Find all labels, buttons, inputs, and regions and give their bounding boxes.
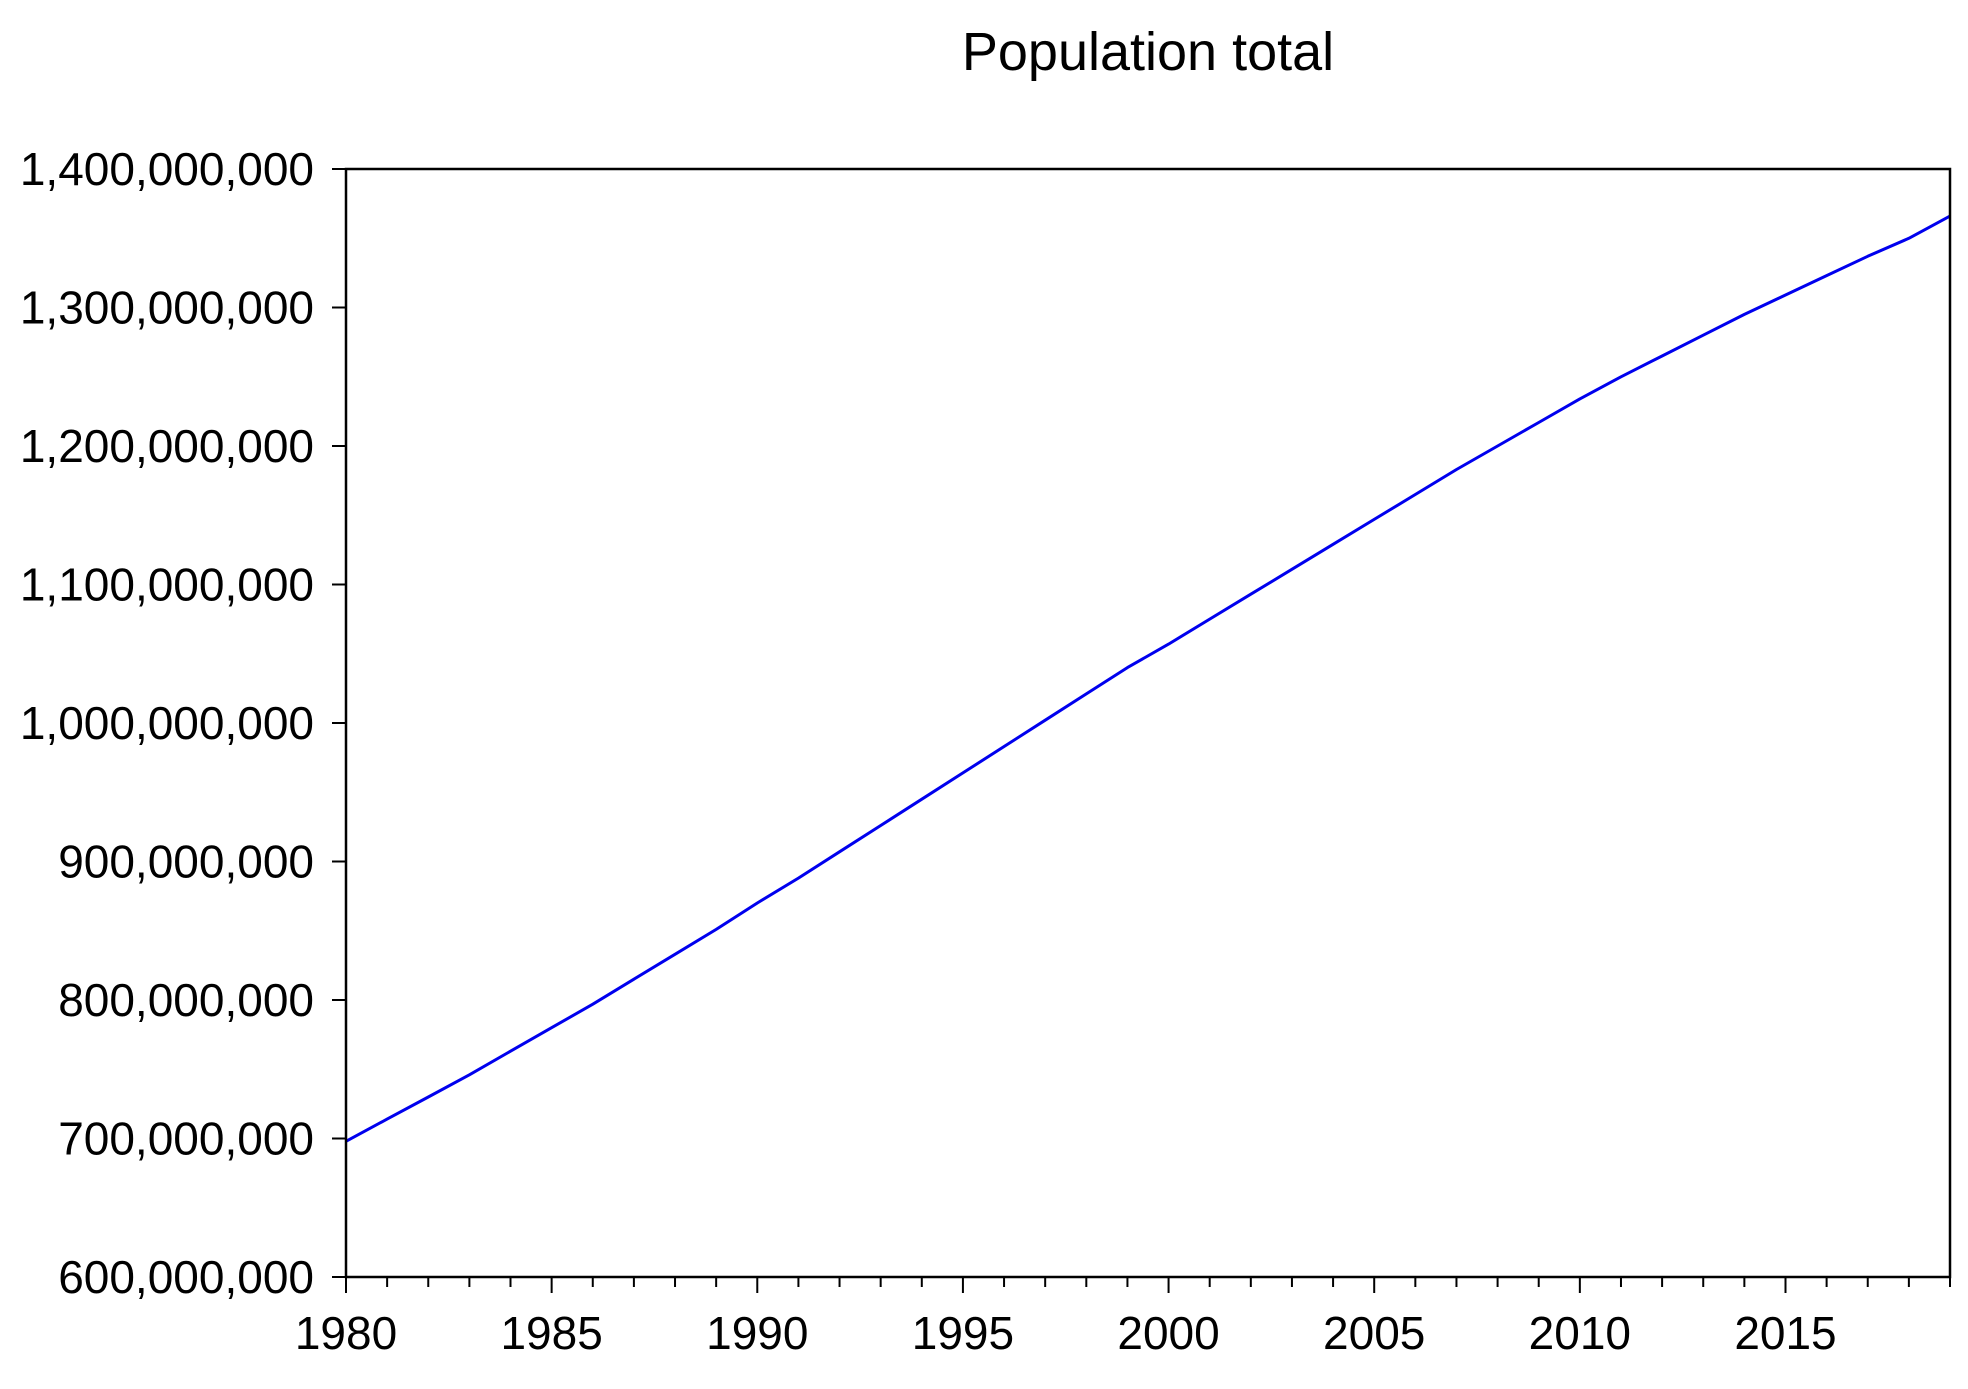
chart-title: Population total	[962, 22, 1334, 82]
plot-area	[345, 214, 1951, 1143]
x-tick-label: 2015	[1734, 1307, 1836, 1359]
y-tick-label: 1,000,000,000	[20, 697, 314, 749]
y-tick-label: 700,000,000	[58, 1113, 314, 1165]
x-tick-label: 2000	[1117, 1307, 1219, 1359]
y-tick-label: 600,000,000	[58, 1251, 314, 1303]
plot-frame	[344, 167, 1952, 1279]
y-tick-label: 1,100,000,000	[20, 559, 314, 611]
x-tick-label: 2005	[1323, 1307, 1425, 1359]
y-tick-label: 900,000,000	[58, 836, 314, 888]
y-axis: 600,000,000 700,000,000 800,000,000 900,000…	[20, 143, 346, 1303]
x-tick-label: 2010	[1529, 1307, 1631, 1359]
x-tick-label: 1985	[500, 1307, 602, 1359]
y-tick-label: 1,300,000,000	[20, 282, 314, 334]
y-tick-label: 800,000,000	[58, 974, 314, 1026]
population-series-line	[345, 214, 1951, 1143]
x-axis: 1980 1985 1990 1995 2000 2005 2010 2015	[295, 1277, 1951, 1359]
y-tick-label: 1,400,000,000	[20, 143, 314, 195]
x-tick-label: 1995	[912, 1307, 1014, 1359]
x-tick-label: 1980	[295, 1307, 397, 1359]
y-tick-label: 1,200,000,000	[20, 420, 314, 472]
x-tick-label: 1990	[706, 1307, 808, 1359]
